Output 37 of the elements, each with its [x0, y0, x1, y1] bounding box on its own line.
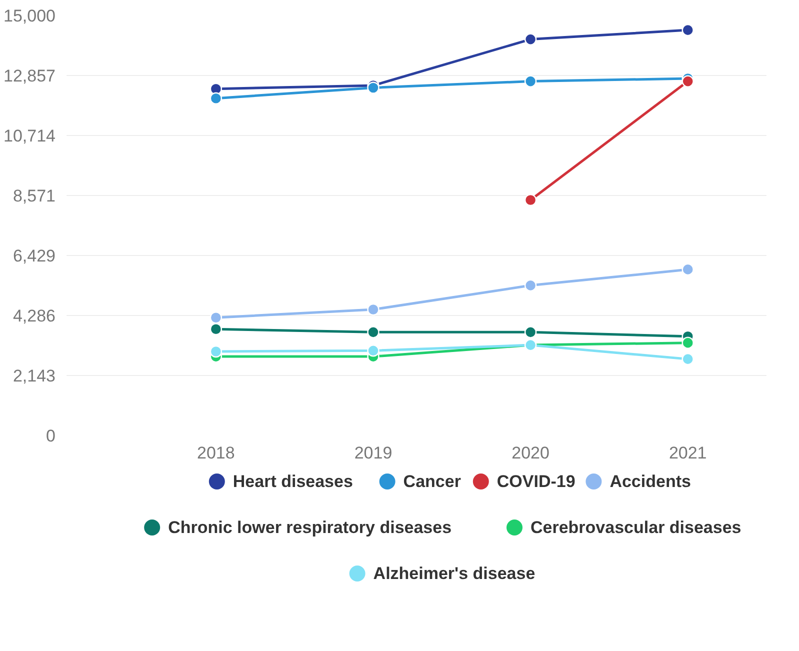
legend-label: Alzheimer's disease [373, 564, 536, 583]
x-tick-label: 2021 [668, 444, 707, 462]
x-tick-label: 2020 [512, 444, 550, 462]
point [682, 75, 694, 88]
point [210, 345, 222, 358]
legend-label: Heart diseases [232, 472, 353, 491]
point [210, 323, 222, 336]
y-tick-label: 15,000 [4, 6, 56, 26]
y-tick-label: 12,857 [4, 66, 56, 86]
point [682, 352, 694, 366]
legend-label: Chronic lower respiratory diseases [168, 518, 452, 537]
legend-label: Cancer [403, 472, 462, 491]
point [524, 194, 537, 206]
point [524, 279, 537, 292]
y-tick-label: 6,429 [12, 246, 56, 266]
point [210, 312, 222, 324]
point [682, 336, 694, 349]
point [367, 326, 380, 338]
point [367, 303, 380, 316]
legend-label: COVID-19 [496, 472, 576, 491]
x-tick-label: 2018 [197, 444, 235, 462]
legend-label: Cerebrovascular diseases [530, 518, 742, 537]
y-tick-label: 8,571 [12, 186, 56, 206]
point [682, 24, 694, 36]
point [524, 75, 537, 88]
y-tick-label: 0 [46, 426, 56, 446]
point [367, 82, 380, 94]
point [367, 344, 380, 357]
y-tick-label: 2,143 [12, 366, 56, 386]
y-tick-label: 4,286 [12, 306, 56, 326]
point [524, 326, 537, 338]
point [682, 263, 694, 276]
point [210, 92, 222, 104]
point [524, 33, 537, 46]
legend-label: Accidents [610, 472, 691, 491]
y-tick-label: 10,714 [4, 126, 56, 146]
x-tick-label: 2019 [354, 444, 392, 462]
